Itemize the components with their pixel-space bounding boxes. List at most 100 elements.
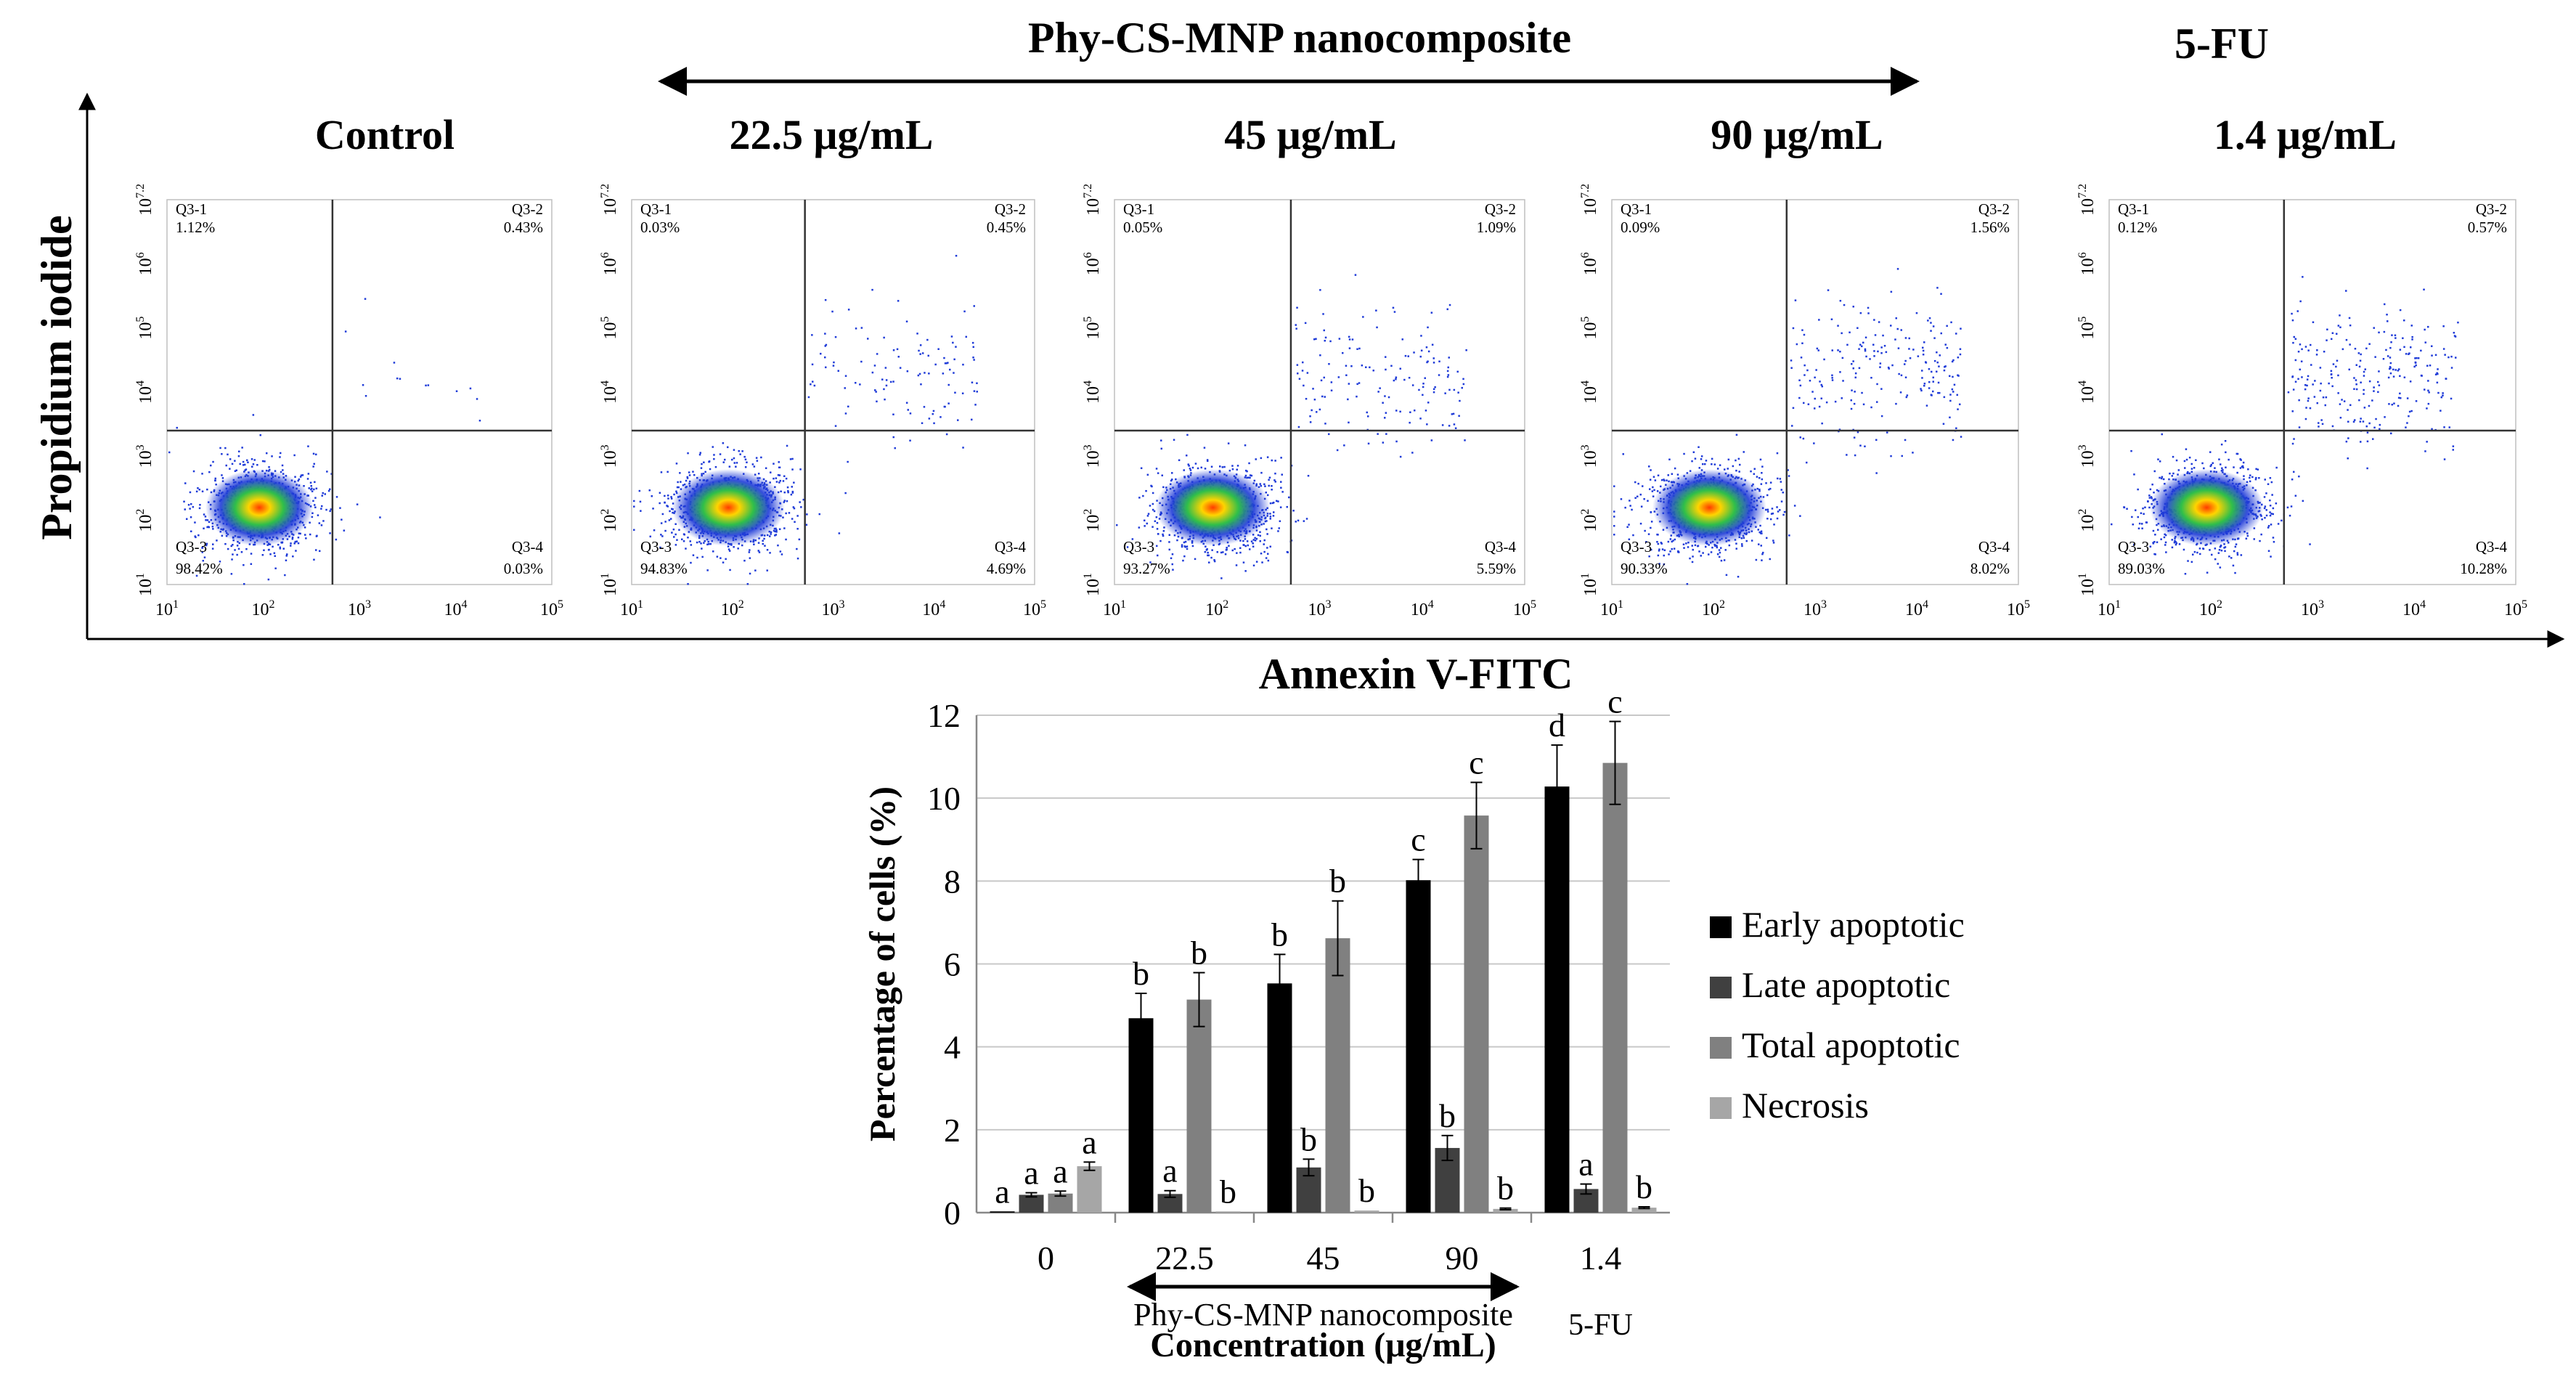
flow-event [703, 542, 705, 544]
flow-event [1446, 375, 1449, 378]
flow-event [1880, 346, 1883, 349]
flow-plot-frame [166, 199, 553, 585]
flow-event [281, 464, 284, 467]
flow-event [2199, 553, 2201, 555]
flow-event [844, 387, 846, 389]
flow-event [876, 400, 878, 403]
flow-event [2224, 440, 2227, 442]
flow-event [300, 474, 303, 476]
flow-event [1669, 550, 1671, 553]
flow-event [205, 542, 208, 545]
flow-event [1637, 495, 1639, 497]
flow-event [1928, 387, 1931, 389]
flow-event [224, 447, 227, 449]
flow-event [187, 504, 190, 506]
flow-event [1885, 351, 1888, 354]
flow-event [1207, 554, 1210, 557]
flow-event [942, 373, 945, 375]
flow-event [264, 460, 266, 463]
flow-event [261, 554, 264, 556]
flow-event [2138, 522, 2141, 525]
flow-event [2236, 471, 2238, 474]
flow-event [1271, 527, 1273, 529]
flow-event [2275, 502, 2278, 505]
flow-event [311, 490, 314, 492]
flow-event [259, 434, 261, 436]
flow-event [206, 519, 209, 521]
flow-event [2152, 542, 2154, 544]
flow-event [1803, 333, 1806, 336]
flow-event [1255, 537, 1258, 540]
flow-event [1667, 540, 1670, 543]
flow-event [1422, 394, 1424, 396]
flow-event [2154, 534, 2156, 536]
flow-event [285, 555, 288, 557]
flow-event [1713, 463, 1716, 465]
flow-event [707, 543, 710, 545]
flow-event [798, 538, 801, 541]
flow-event [783, 527, 786, 529]
flow-event [192, 505, 195, 508]
flow-event [874, 389, 876, 391]
flow-event [667, 471, 669, 473]
flow-event [1640, 505, 1643, 508]
flow-event [1348, 335, 1350, 338]
flow-event [1739, 463, 1741, 466]
flow-event [1305, 518, 1308, 520]
flow-event [1653, 489, 1655, 492]
flow-event [1865, 355, 1867, 358]
flow-event [2288, 514, 2291, 517]
flow-event [1260, 457, 1263, 460]
flow-event [2261, 518, 2263, 521]
flow-event [1220, 577, 1223, 579]
flow-event [1236, 465, 1239, 467]
flow-event [1358, 347, 1361, 350]
flow-event [1904, 439, 1907, 441]
flow-y-tick: 103 [1579, 444, 1600, 468]
flow-event [1697, 446, 1700, 448]
flow-event [2174, 541, 2177, 543]
flow-event [779, 479, 781, 482]
flow-event [953, 358, 955, 361]
flow-event [1957, 375, 1960, 377]
flow-event [1694, 544, 1697, 547]
flow-event [1923, 385, 1925, 387]
flow-event [693, 473, 696, 476]
y-axis-label: Propidium iodide [33, 215, 81, 540]
flow-event [1324, 423, 1326, 425]
flow-event [1724, 549, 1727, 551]
flow-event [1385, 433, 1387, 435]
flow-event [1716, 468, 1719, 470]
flow-event [1780, 500, 1783, 502]
quadrant-percent: 0.03% [504, 560, 543, 577]
flow-event [1793, 505, 1796, 507]
flow-event [952, 341, 954, 344]
flow-event [2133, 543, 2135, 546]
flow-event [1874, 334, 1877, 336]
flow-event [793, 507, 796, 510]
flow-event [719, 453, 722, 455]
flow-event [1213, 560, 1216, 563]
flow-event [1846, 343, 1849, 346]
flow-event [775, 534, 778, 536]
flow-event [1348, 338, 1351, 341]
flow-event [796, 528, 799, 530]
flow-event [245, 468, 248, 471]
flow-event [1896, 268, 1899, 270]
flow-event [844, 492, 847, 494]
flow-event [838, 532, 841, 534]
flow-event [293, 454, 295, 457]
flow-event [1249, 476, 1251, 479]
flow-event [1766, 537, 1768, 540]
flow-event [1399, 455, 1402, 458]
flow-event [1385, 356, 1387, 358]
flow-event [1273, 511, 1275, 513]
flow-event [1377, 391, 1379, 393]
quadrant-percent: 5.59% [1477, 560, 1516, 577]
flow-event [2247, 468, 2249, 471]
flow-event [976, 391, 978, 393]
flow-event [1689, 470, 1692, 472]
flow-event [231, 463, 234, 465]
flow-event [168, 451, 171, 454]
